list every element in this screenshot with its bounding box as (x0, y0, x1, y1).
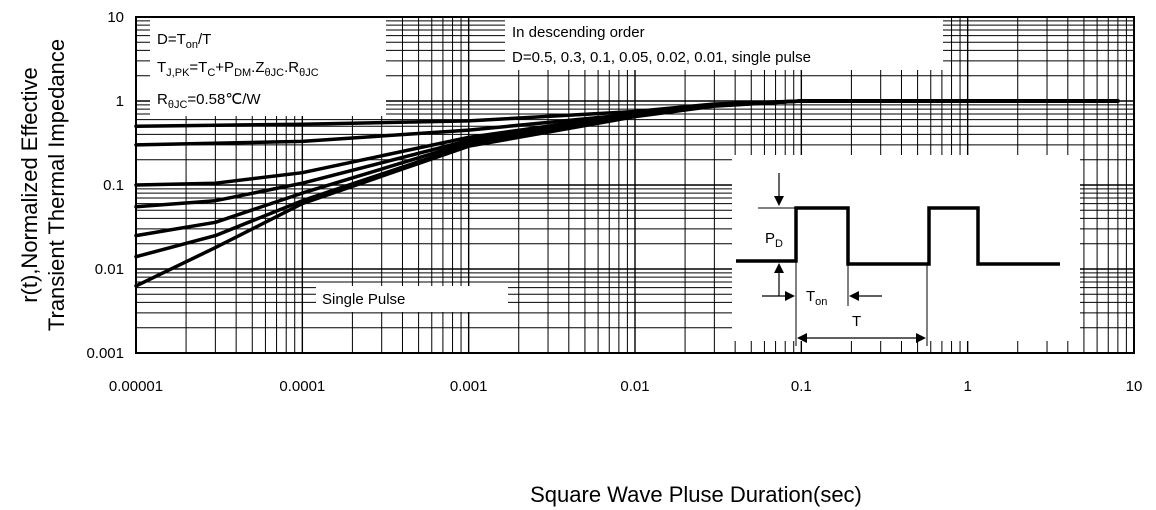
formula-plus-p: +P (215, 59, 234, 76)
pd-arrow-up-head (774, 263, 784, 273)
formula-t: T (157, 59, 166, 76)
formula-dm-sub: DM (234, 67, 251, 79)
formula-dton-end: /T (198, 31, 211, 48)
t-arrow-left-head (797, 333, 807, 343)
y-tick-label: 0.01 (95, 261, 124, 278)
y-axis-label-line1: r(t),Normalized Effective (17, 67, 42, 303)
svg-text:D=Ton/T: D=Ton/T (157, 31, 211, 51)
x-axis-label: Square Wave Pluse Duration(sec) (530, 482, 862, 507)
pd-label-sub: D (775, 238, 783, 250)
x-tick-label: 0.0001 (279, 378, 325, 395)
t-arrow-right-head (916, 333, 926, 343)
ton-label-sub: on (815, 296, 827, 308)
formula-r-value: =0.58℃/W (187, 91, 261, 108)
x-tick-label: 10 (1126, 378, 1143, 395)
ton-arrow-right-head (849, 291, 859, 301)
x-tick-label: 0.00001 (109, 378, 163, 395)
formula-jpk-sub: J,PK (166, 67, 190, 79)
series-line-d-0 (134, 99, 1120, 288)
pulse-diagram: PD Ton T (732, 155, 1080, 346)
y-tick-label: 1 (116, 93, 124, 110)
order-list: D=0.5, 0.3, 0.1, 0.05, 0.02, 0.01, singl… (512, 49, 811, 66)
x-tick-label: 0.1 (791, 378, 812, 395)
formula-r-label: R (157, 91, 168, 108)
order-box: In descending order D=0.5, 0.3, 0.1, 0.0… (505, 18, 943, 70)
formula-rtheta-sub: θJC (168, 99, 188, 111)
pd-arrow-down-head (774, 196, 784, 206)
formula-eq-t: =T (189, 59, 207, 76)
ton-arrow-left-head (785, 291, 795, 301)
formula-dton-label: D=T (157, 31, 186, 48)
x-tick-labels: 0.00001 0.0001 0.001 0.01 0.1 1 10 (109, 378, 1142, 395)
t-label: T (852, 313, 861, 330)
svg-text:PD: PD (765, 230, 783, 250)
svg-text:Ton: Ton (806, 288, 827, 308)
formula-theta-sub2: θJC (299, 67, 319, 79)
pd-label: P (765, 230, 775, 247)
formula-box: D=Ton/T TJ,PK=TC+PDM.ZθJC.RθJC RθJC=0.58… (150, 18, 386, 116)
formula-z: .Z (251, 59, 264, 76)
formula-theta-sub1: θJC (265, 67, 285, 79)
x-tick-label: 0.01 (620, 378, 649, 395)
x-tick-label: 1 (963, 378, 971, 395)
y-tick-labels: 10 1 0.1 0.01 0.001 (86, 9, 124, 362)
y-tick-label: 10 (107, 9, 124, 26)
series-group (134, 99, 1120, 288)
pulse-waveform (736, 206, 1060, 266)
svg-text:TJ,PK=TC+PDM.ZθJC.RθJC: TJ,PK=TC+PDM.ZθJC.RθJC (157, 59, 319, 79)
single-pulse-label-box: Single Pulse (316, 286, 508, 312)
formula-c-sub: C (207, 67, 215, 79)
order-title: In descending order (512, 24, 645, 41)
svg-text:RθJC=0.58℃/W: RθJC=0.58℃/W (157, 91, 261, 111)
ton-label: T (806, 288, 815, 305)
y-axis-label-line2: Transient Thermal Impedance (44, 39, 69, 331)
formula-on-sub: on (186, 39, 198, 51)
y-tick-label: 0.001 (86, 345, 124, 362)
formula-r: .R (284, 59, 299, 76)
single-pulse-label: Single Pulse (322, 291, 405, 308)
x-tick-label: 0.001 (450, 378, 488, 395)
y-tick-label: 0.1 (103, 177, 124, 194)
